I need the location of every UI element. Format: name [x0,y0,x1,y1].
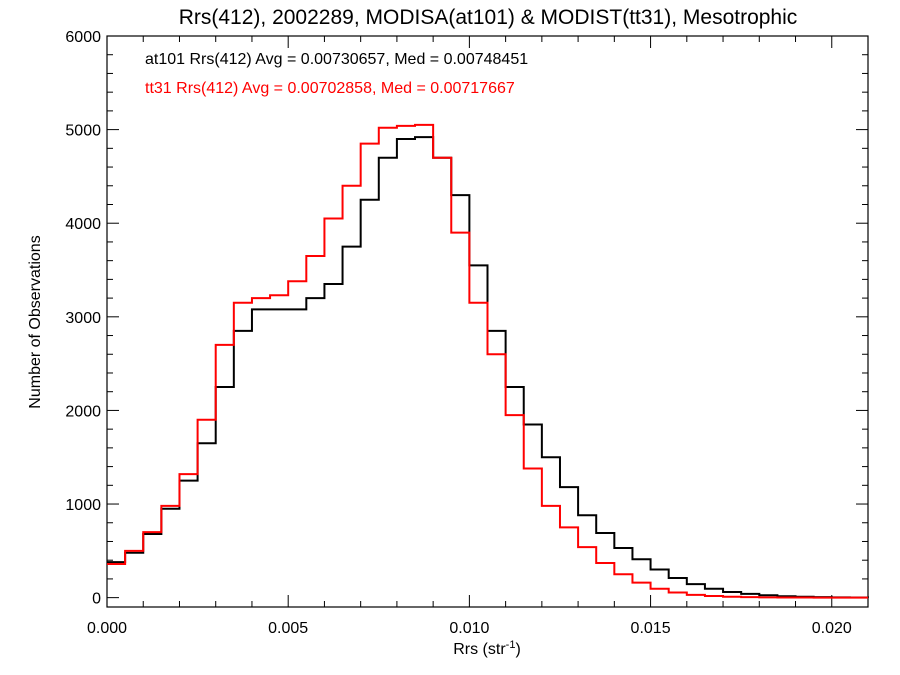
x-axis-label-superscript: -1 [506,639,516,651]
x-axis-label-close: ) [515,641,520,658]
series-line-1 [107,123,868,599]
x-axis-label: Rrs (str-1) [453,639,521,658]
y-tick-label: 3000 [65,310,101,327]
y-axis-label: Number of Observations [27,235,44,408]
x-axis: 0.000 0.005 0.010 0.015 0.020 [87,36,869,637]
annotation-tt31: tt31 Rrs(412) Avg = 0.00702858, Med = 0.… [145,80,515,97]
y-tick-label: 2000 [65,403,101,420]
x-axis-label-main: Rrs (str [453,641,506,658]
series-layer [107,123,869,599]
x-tick-label: 0.000 [87,620,127,637]
annotation-at101: at101 Rrs(412) Avg = 0.00730657, Med = 0… [145,51,528,68]
y-tick-label: 5000 [65,123,101,140]
y-tick-label: 0 [92,591,101,608]
series-line-0 [107,136,869,599]
y-tick-label: 6000 [65,29,101,46]
chart-title: Rrs(412), 2002289, MODISA(at101) & MODIS… [179,6,798,29]
y-tick-label: 1000 [65,497,101,514]
y-tick-label: 4000 [65,216,101,233]
x-tick-label: 0.005 [268,620,308,637]
plot-frame [106,35,869,608]
x-tick-label: 0.020 [812,620,852,637]
x-tick-label: 0.010 [449,620,489,637]
plot-area: 0.000 0.005 0.010 0.015 0.020 0 1000 2000 3000 4… [65,29,869,637]
x-tick-label: 0.015 [631,620,671,637]
y-axis: 0 1000 2000 3000 4000 5000 6000 [65,29,868,608]
